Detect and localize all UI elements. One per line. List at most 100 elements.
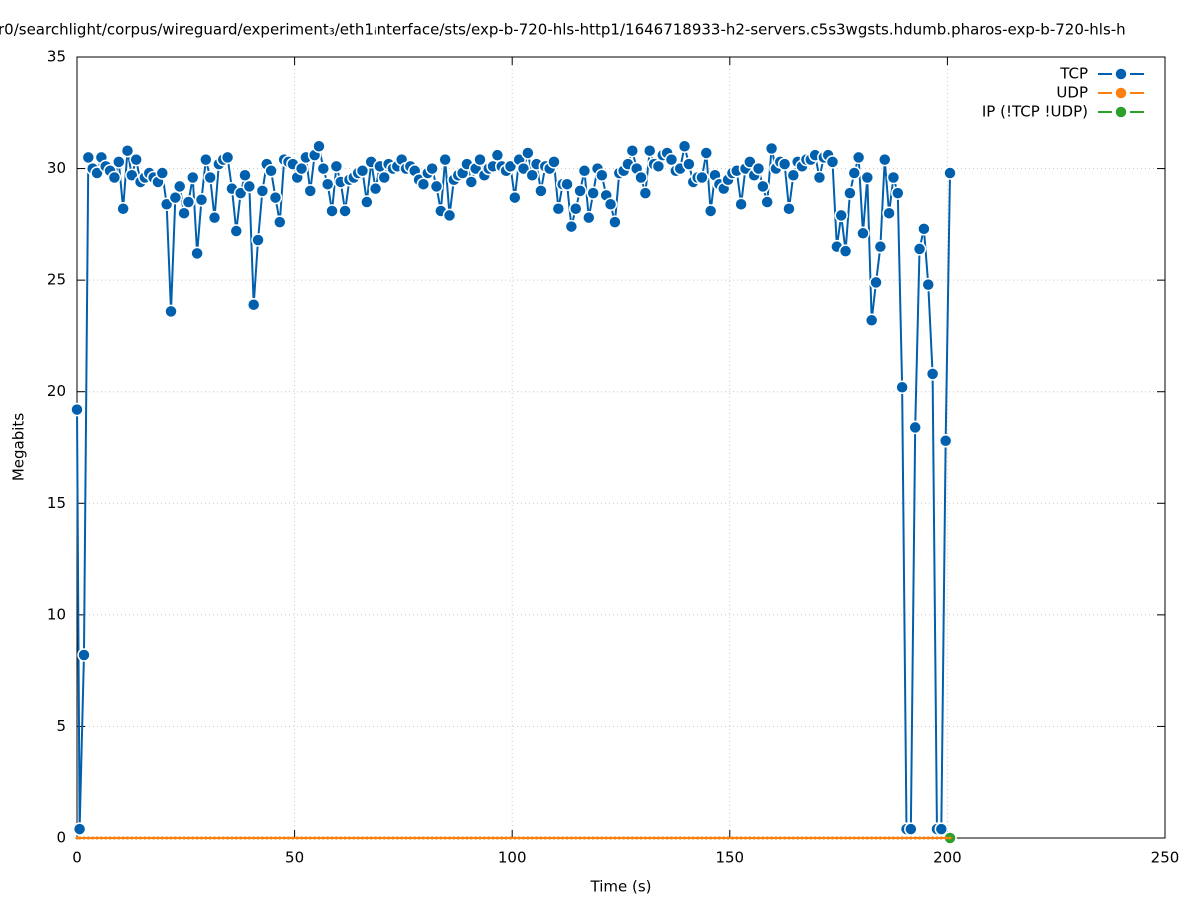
data-point <box>77 648 91 662</box>
data-point <box>121 836 125 840</box>
data-point <box>874 836 878 840</box>
y-tick-label: 15 <box>47 494 66 512</box>
data-point <box>704 836 708 840</box>
data-point <box>168 190 183 205</box>
data-point <box>278 836 282 840</box>
data-point <box>547 155 561 169</box>
data-point <box>522 836 526 840</box>
data-point <box>90 166 104 180</box>
data-point <box>243 836 247 840</box>
data-point <box>172 179 187 194</box>
data-point <box>155 166 170 180</box>
data-point <box>491 836 495 840</box>
legend-label: UDP <box>1056 84 1088 102</box>
data-point <box>630 836 634 840</box>
data-point <box>300 836 304 840</box>
data-point <box>526 836 530 840</box>
data-point <box>220 150 235 165</box>
data-point <box>800 836 804 840</box>
data-point <box>864 313 879 328</box>
data-point <box>294 161 309 176</box>
data-point <box>169 836 173 840</box>
data-point <box>268 190 283 205</box>
data-point <box>273 215 287 229</box>
data-point <box>895 380 909 395</box>
data-point <box>230 836 234 840</box>
data-point <box>573 184 587 198</box>
data-point <box>369 836 373 840</box>
data-point <box>669 836 673 840</box>
data-point <box>848 836 852 840</box>
data-point <box>461 836 465 840</box>
legend-marker <box>1114 105 1128 119</box>
data-point <box>139 836 143 840</box>
data-point <box>891 836 895 840</box>
data-point <box>656 836 660 840</box>
data-point <box>822 836 826 840</box>
data-point <box>878 836 882 840</box>
data-point <box>387 836 391 840</box>
data-point <box>856 226 870 241</box>
data-point <box>861 836 865 840</box>
data-point <box>234 836 238 840</box>
data-point <box>683 836 687 840</box>
data-point <box>577 164 592 178</box>
data-point <box>434 836 438 840</box>
data-point <box>233 186 248 200</box>
data-point <box>695 170 709 185</box>
data-point <box>269 836 273 840</box>
data-point <box>465 836 469 840</box>
data-point <box>834 208 848 223</box>
data-point <box>182 836 186 840</box>
data-point <box>260 836 264 840</box>
data-point <box>226 836 230 840</box>
data-point <box>565 836 569 840</box>
data-point <box>931 836 935 840</box>
data-point <box>360 195 374 209</box>
legend-label: TCP <box>1059 65 1088 83</box>
data-point <box>886 170 901 185</box>
data-point <box>748 836 752 840</box>
data-point <box>525 168 539 183</box>
data-point <box>634 170 648 185</box>
data-point <box>229 224 244 238</box>
data-point <box>181 195 196 209</box>
data-point <box>587 836 591 840</box>
data-point <box>743 836 747 840</box>
data-point <box>213 836 217 840</box>
data-point <box>252 836 256 840</box>
data-point <box>82 836 86 840</box>
data-point <box>473 152 487 167</box>
data-point <box>312 139 326 154</box>
data-point <box>783 836 787 840</box>
data-point <box>355 164 370 178</box>
data-point <box>426 836 430 840</box>
data-point <box>839 836 843 840</box>
y-tick-label: 5 <box>56 717 66 735</box>
data-point <box>339 836 343 840</box>
data-point <box>626 836 630 840</box>
data-point <box>303 184 318 198</box>
x-tick-label: 0 <box>72 849 82 867</box>
data-point <box>521 146 535 160</box>
data-point <box>474 836 478 840</box>
data-point <box>425 161 439 176</box>
data-point <box>156 836 160 840</box>
y-tick-label: 10 <box>47 605 66 623</box>
data-point <box>586 186 600 200</box>
data-point <box>913 836 917 840</box>
data-point <box>877 152 892 167</box>
legend-marker <box>1114 67 1128 81</box>
data-point <box>873 239 888 254</box>
data-point <box>787 836 791 840</box>
data-point <box>91 836 95 840</box>
data-point <box>813 836 817 840</box>
data-point <box>500 836 504 840</box>
data-point <box>917 222 931 236</box>
data-point <box>487 836 491 840</box>
data-point <box>887 836 891 840</box>
data-point <box>159 197 174 212</box>
data-point <box>517 836 521 840</box>
data-point <box>948 836 952 840</box>
